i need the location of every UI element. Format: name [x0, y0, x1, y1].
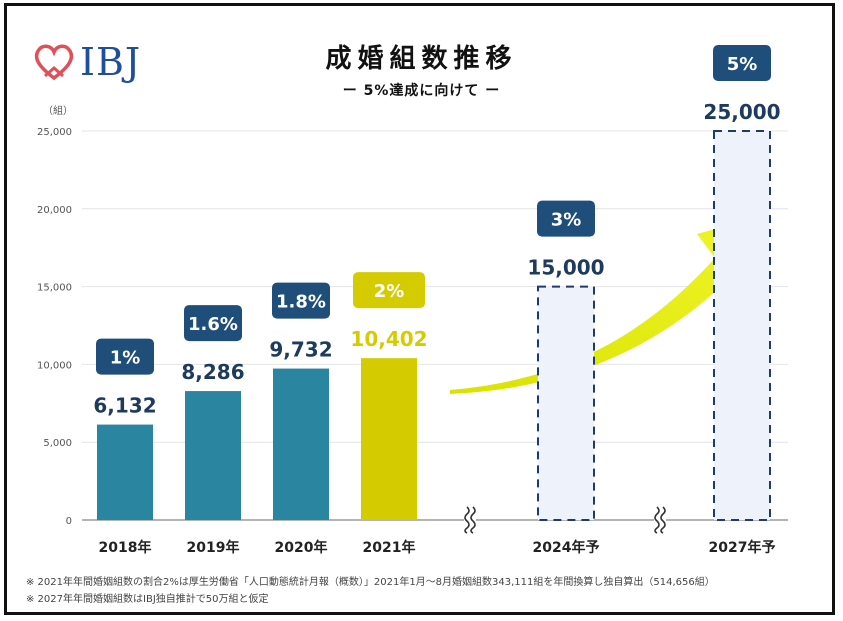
share-label-4: 3%	[551, 210, 582, 231]
share-label-5: 5%	[727, 54, 758, 75]
share-badge-5	[713, 45, 771, 81]
axis-break-icon	[464, 506, 476, 534]
value-label-2: 9,732	[269, 338, 332, 362]
share-label-0: 1%	[110, 348, 141, 369]
growth-arrow-icon	[450, 217, 758, 394]
value-label-1: 8,286	[181, 360, 244, 384]
category-label-5: 2027年予	[709, 539, 776, 556]
y-tick-label: 0	[66, 516, 72, 527]
heart-logo-icon	[34, 44, 74, 81]
share-badge-4	[537, 200, 595, 237]
share-badge-2	[272, 282, 330, 319]
value-label-0: 6,132	[93, 394, 156, 418]
footnote-1: ※ 2021年年間婚姻組数の割合2%は厚生労働省「人口動態統計月報（概数）」20…	[26, 577, 715, 588]
category-label-3: 2021年	[363, 539, 416, 556]
bar-5	[713, 130, 771, 521]
y-tick-label: 10,000	[37, 360, 72, 371]
y-tick-label: 20,000	[37, 205, 72, 216]
bar-3	[361, 358, 417, 520]
bar-4	[537, 285, 595, 521]
chart-title: 成婚組数推移	[325, 44, 518, 74]
y-axis-unit: （組）	[43, 104, 73, 117]
category-label-4: 2024年予	[533, 539, 600, 556]
share-label-3: 2%	[374, 281, 405, 302]
y-tick-label: 5,000	[43, 438, 72, 449]
axis-break-icon	[654, 506, 666, 534]
category-label-2: 2020年	[275, 539, 328, 556]
value-label-3: 10,402	[350, 327, 427, 351]
share-label-2: 1.8%	[276, 292, 326, 313]
share-badge-3	[353, 272, 425, 309]
share-badge-0	[96, 338, 154, 375]
footnote-2: ※ 2027年年間婚姻組数はIBJ独自推計で50万組と仮定	[26, 594, 269, 605]
value-label-5: 25,000	[703, 100, 780, 124]
bar-1	[185, 391, 241, 520]
y-tick-label: 15,000	[37, 283, 72, 294]
bar-0	[97, 424, 153, 520]
category-label-0: 2018年	[99, 539, 152, 556]
share-badge-1	[184, 305, 242, 342]
footnotes: ※ 2021年年間婚姻組数の割合2%は厚生労働省「人口動態統計月報（概数）」20…	[26, 574, 715, 608]
logo-text: IBJ	[80, 40, 142, 84]
value-label-4: 15,000	[527, 256, 604, 280]
chart-subtitle: ー 5%達成に向けて ー	[342, 83, 501, 99]
category-label-1: 2019年	[187, 539, 240, 556]
share-label-1: 1.6%	[188, 314, 238, 335]
y-tick-label: 25,000	[37, 127, 72, 138]
bar-2	[273, 368, 329, 520]
ibj-logo: IBJ	[32, 32, 141, 92]
